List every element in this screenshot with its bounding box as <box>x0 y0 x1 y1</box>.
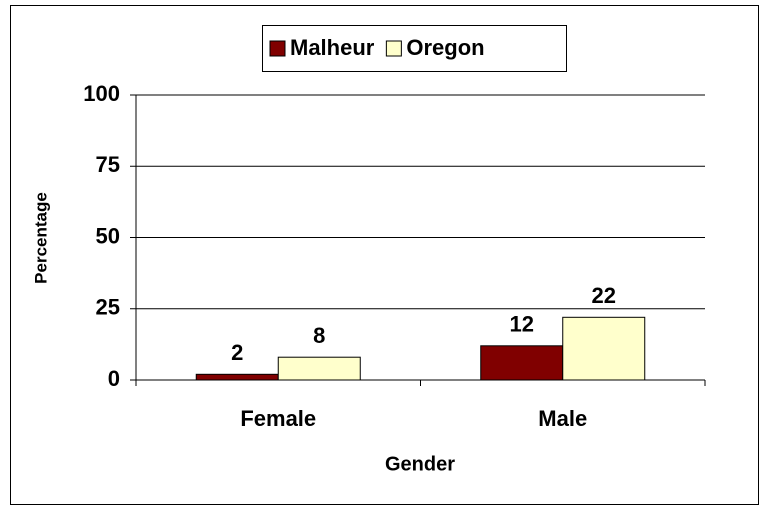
data-label: 12 <box>510 312 534 337</box>
y-tick-label: 0 <box>108 366 120 391</box>
legend-label: Oregon <box>406 35 484 60</box>
bar <box>195 373 279 381</box>
legend-swatch <box>385 40 402 57</box>
y-tick-label: 25 <box>96 295 120 320</box>
y-tick-label: 50 <box>96 223 120 248</box>
y-axis-title: Percentage <box>31 192 50 284</box>
y-tick-label: 75 <box>96 152 120 177</box>
bar <box>480 345 564 381</box>
x-axis-title: Gender <box>385 453 455 475</box>
data-label: 2 <box>231 340 243 365</box>
bar <box>562 316 646 381</box>
chart-frame <box>10 5 759 505</box>
data-label: 22 <box>592 283 616 308</box>
x-tick-label: Male <box>538 406 587 431</box>
legend-label: Malheur <box>290 35 375 60</box>
y-tick-label: 100 <box>83 81 120 106</box>
x-tick-label: Female <box>240 406 316 431</box>
data-label: 8 <box>313 323 325 348</box>
legend-swatch <box>269 40 286 57</box>
legend-box <box>262 25 567 72</box>
bar <box>277 356 361 381</box>
